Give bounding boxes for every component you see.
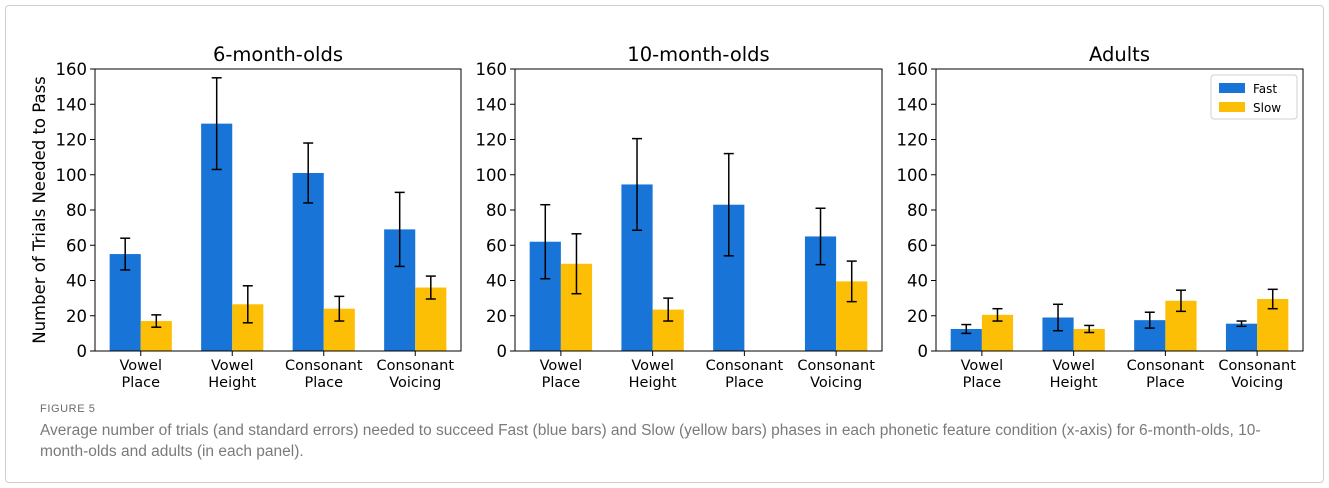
bar-chart-figure: 0 20 40 60 80 100 120 140 160 Vowel Place Vowel Heig… <box>30 43 1304 391</box>
y-tick-label: 100 <box>897 166 929 185</box>
y-tick-label: 80 <box>907 201 928 220</box>
y-tick-label: 20 <box>907 307 928 326</box>
y-tick-label: 140 <box>56 95 88 114</box>
x-tick-label: Vowel Height <box>208 358 256 391</box>
legend-swatch-fast <box>1219 83 1245 93</box>
x-tick-label: Vowel Height <box>1050 358 1098 391</box>
panel-title: Adults <box>1089 43 1150 66</box>
legend-swatch-slow <box>1219 102 1245 112</box>
x-tick-label: Consonant Voicing <box>1218 358 1296 391</box>
y-tick-label: 0 <box>918 342 929 361</box>
x-tick-label: Consonant Voicing <box>376 358 454 391</box>
legend-label-fast: Fast <box>1253 82 1277 96</box>
bar-slow <box>1073 328 1105 351</box>
y-tick-label: 100 <box>476 166 508 185</box>
y-tick-label: 20 <box>486 307 507 326</box>
y-tick-label: 60 <box>907 236 928 255</box>
x-tick-label: Vowel Height <box>629 358 677 391</box>
panel-title: 10-month-olds <box>627 43 769 66</box>
y-tick-label: 0 <box>497 342 508 361</box>
y-tick-label: 120 <box>897 131 929 150</box>
x-tick-label: Consonant Place <box>706 358 784 391</box>
y-tick-label: 20 <box>66 307 87 326</box>
y-tick-label: 120 <box>56 131 88 150</box>
x-tick-label: Vowel Place <box>540 358 582 391</box>
figure-frame <box>5 5 1324 483</box>
y-tick-label: 120 <box>476 131 508 150</box>
x-tick-label: Consonant Place <box>1127 358 1205 391</box>
y-tick-label: 40 <box>66 272 87 291</box>
figure-label: FIGURE 5 <box>40 403 96 415</box>
y-tick-label: 160 <box>56 60 88 79</box>
bar-fast <box>950 328 982 351</box>
y-tick-label: 100 <box>56 166 88 185</box>
y-tick-label: 80 <box>66 201 87 220</box>
y-tick-label: 140 <box>897 95 929 114</box>
bar-fast <box>1225 323 1258 351</box>
figure-caption: Average number of trials (and standard e… <box>40 422 1261 460</box>
x-tick-label: Vowel Place <box>120 358 162 391</box>
x-tick-label: Vowel Place <box>961 358 1003 391</box>
x-tick-label: Consonant Voicing <box>797 358 875 391</box>
y-tick-label: 40 <box>907 272 928 291</box>
y-tick-label: 60 <box>486 236 507 255</box>
y-tick-label: 80 <box>486 201 507 220</box>
y-tick-label: 140 <box>476 95 508 114</box>
y-tick-label: 0 <box>77 342 88 361</box>
y-tick-label: 160 <box>476 60 508 79</box>
x-tick-label: Consonant Place <box>285 358 363 391</box>
y-tick-label: 60 <box>66 236 87 255</box>
plot-frame <box>94 68 462 352</box>
legend-label-slow: Slow <box>1253 101 1281 115</box>
y-axis-label: Number of Trials Needed to Pass <box>30 76 49 344</box>
panel-title: 6-month-olds <box>213 43 343 66</box>
plot-frame <box>935 68 1304 352</box>
y-tick-label: 40 <box>486 272 507 291</box>
y-tick-label: 160 <box>897 60 929 79</box>
plot-frame <box>514 68 883 352</box>
